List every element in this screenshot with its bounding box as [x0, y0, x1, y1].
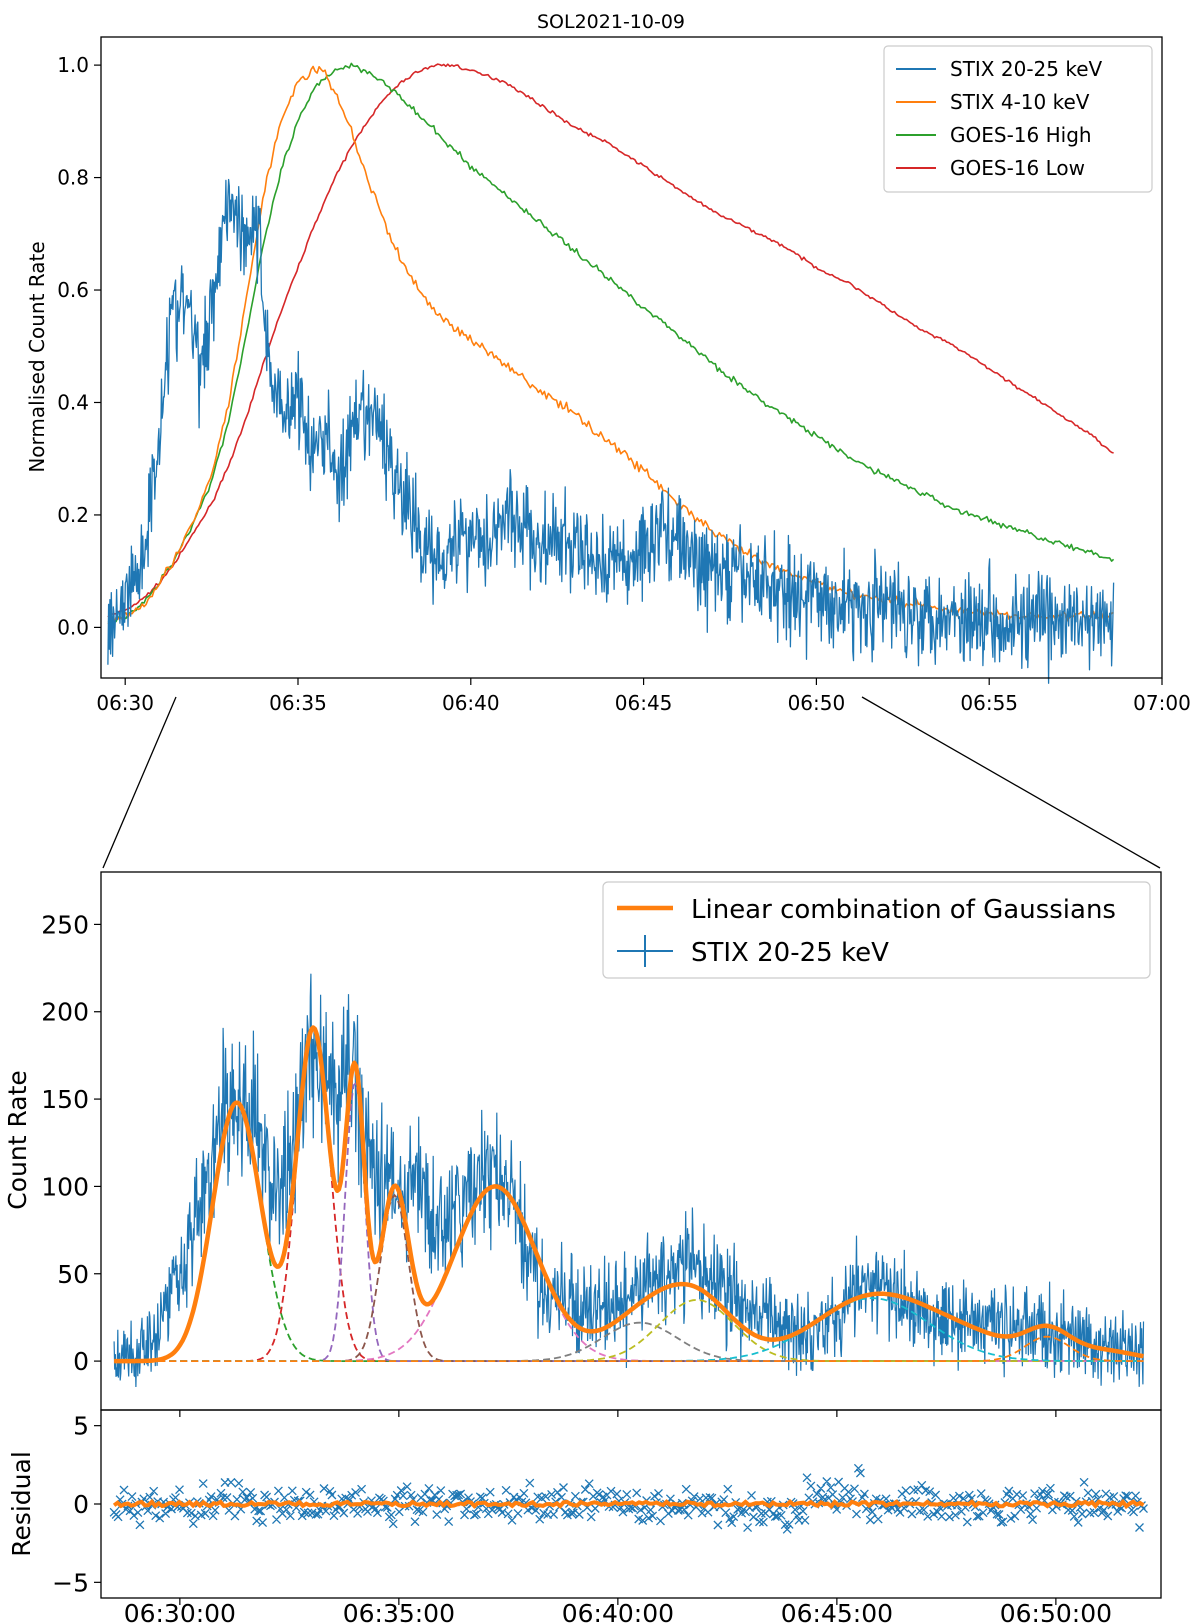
- mid-series-group: [113, 973, 1145, 1388]
- residual-y-tick-label: 0: [73, 1490, 89, 1519]
- top-y-tick-label: 0.6: [57, 278, 89, 302]
- gaussian-component-4: [114, 1193, 1144, 1362]
- legend-label-goes-high: GOES-16 High: [950, 123, 1092, 147]
- mid-y-tick-label: 50: [57, 1260, 89, 1289]
- gaussian-component-2: [114, 1028, 1144, 1362]
- residual-axis-ticks: −5 0 5 06:30:00 06:35:00 06:40:00 06:45:00 06:5…: [52, 1412, 1112, 1624]
- mid-y-tick-label: 100: [41, 1172, 89, 1201]
- top-x-tick-label: 06:40: [442, 691, 500, 715]
- zoom-connector-right: [861, 696, 1161, 869]
- top-y-tick-label: 0.4: [57, 390, 89, 414]
- residual-x-tick-label: 06:30:00: [124, 1599, 236, 1624]
- top-series-group: [107, 62, 1115, 684]
- legend-label-goes-low: GOES-16 Low: [950, 156, 1085, 180]
- residual-x-tick-label: 06:50:00: [1000, 1599, 1112, 1624]
- legend-label-stix: STIX 20-25 keV: [691, 938, 889, 968]
- top-y-tick-label: 0.2: [57, 503, 89, 527]
- residual-x-tick-label: 06:45:00: [781, 1599, 893, 1624]
- top-axis-ticks: 06:30 06:35 06:40 06:45 06:50 06:55 07:00 0.0 0.…: [57, 53, 1191, 715]
- top-y-tick-label: 1.0: [57, 53, 89, 77]
- top-x-tick-label: 06:30: [96, 691, 154, 715]
- top-x-tick-label: 07:00: [1133, 691, 1191, 715]
- mid-y-tick-label: 150: [41, 1085, 89, 1114]
- residual-y-tick-label: 5: [73, 1412, 89, 1441]
- residual-y-tick-label: −5: [52, 1568, 89, 1597]
- top-legend: STIX 20-25 keV STIX 4-10 keV GOES-16 Hig…: [883, 45, 1153, 193]
- residual-zero-line: [112, 1498, 1145, 1510]
- legend-label-gaussian-fit: Linear combination of Gaussians: [691, 895, 1116, 925]
- top-x-tick-label: 06:35: [269, 691, 327, 715]
- mid-legend: Linear combination of Gaussians STIX 20-…: [602, 881, 1151, 979]
- mid-y-axis-label: Count Rate: [3, 1070, 32, 1210]
- residual-markers: [109, 1463, 1148, 1534]
- top-x-tick-label: 06:55: [960, 691, 1018, 715]
- series-line-stix-20-25-kev: [107, 178, 1115, 684]
- mid-y-tick-label: 0: [73, 1347, 89, 1376]
- mid-axis-ticks: 0 50 100 150 200 250: [41, 910, 1057, 1417]
- zoom-connector-left: [102, 696, 177, 869]
- series-line-stix-20-25-kev: [113, 973, 1145, 1388]
- gaussian-component-6: [114, 1321, 1144, 1362]
- gaussian-component-9: [114, 1335, 1144, 1362]
- top-chart-title: SOL2021-10-09: [537, 11, 685, 33]
- top-y-tick-label: 0.0: [57, 615, 89, 639]
- top-x-tick-label: 06:50: [788, 691, 846, 715]
- residual-series-group: [109, 1463, 1148, 1534]
- series-line-stix-4-10-kev: [107, 65, 1114, 625]
- residual-y-axis-label: Residual: [7, 1451, 36, 1557]
- gaussian-component-1: [114, 1101, 1144, 1362]
- top-plot-frame: [100, 36, 1163, 679]
- legend-label-stix-20-25: STIX 20-25 keV: [950, 57, 1103, 81]
- mid-y-tick-label: 200: [41, 998, 89, 1027]
- series-line-goes-16-high: [107, 62, 1115, 623]
- top-y-tick-label: 0.8: [57, 166, 89, 190]
- residual-x-tick-label: 06:40:00: [562, 1599, 674, 1624]
- series-line-gaussian-fit: [113, 1025, 1145, 1364]
- gaussian-component-3: [114, 1081, 1144, 1362]
- residual-x-tick-label: 06:35:00: [343, 1599, 455, 1624]
- mid-y-tick-label: 250: [41, 910, 89, 939]
- series-line-goes-16-low: [107, 63, 1114, 618]
- top-legend-box: [883, 45, 1153, 193]
- top-y-axis-label: Normalised Count Rate: [25, 241, 49, 472]
- legend-label-stix-4-10: STIX 4-10 keV: [950, 90, 1090, 114]
- top-x-tick-label: 06:45: [615, 691, 673, 715]
- mid-legend-box: [602, 881, 1151, 979]
